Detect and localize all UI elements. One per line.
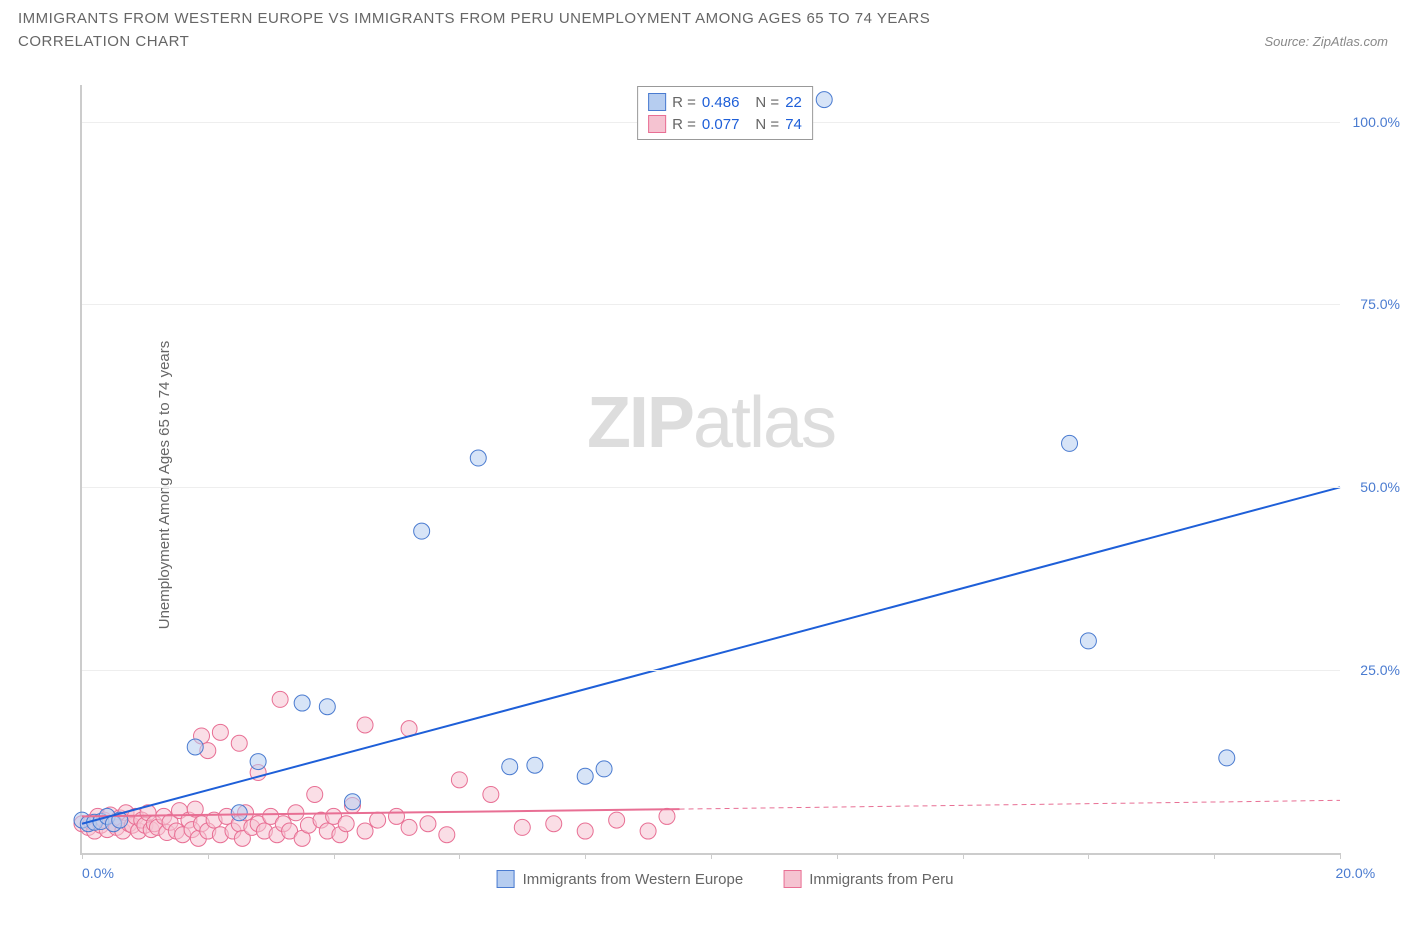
x-tick (963, 853, 964, 859)
scatter-point[interactable] (609, 812, 625, 828)
scatter-point[interactable] (212, 724, 228, 740)
scatter-point[interactable] (470, 450, 486, 466)
scatter-point[interactable] (640, 823, 656, 839)
x-tick (1088, 853, 1089, 859)
x-tick (1340, 853, 1341, 859)
scatter-point[interactable] (272, 691, 288, 707)
scatter-point[interactable] (357, 717, 373, 733)
grid-line (82, 304, 1340, 305)
legend-r-value: 0.077 (702, 116, 740, 133)
scatter-point[interactable] (527, 757, 543, 773)
scatter-point[interactable] (231, 805, 247, 821)
subtitle-row: CORRELATION CHART Source: ZipAtlas.com (18, 33, 1388, 50)
x-tick (208, 853, 209, 859)
scatter-point[interactable] (596, 761, 612, 777)
scatter-point[interactable] (414, 523, 430, 539)
scatter-point[interactable] (577, 823, 593, 839)
chart-subtitle: CORRELATION CHART (18, 33, 189, 50)
series-legend-label: Immigrants from Western Europe (523, 871, 744, 888)
grid-line (82, 487, 1340, 488)
scatter-point[interactable] (439, 827, 455, 843)
scatter-point[interactable] (307, 786, 323, 802)
chart-title: IMMIGRANTS FROM WESTERN EUROPE VS IMMIGR… (18, 10, 1388, 27)
legend-swatch (648, 115, 666, 133)
scatter-point[interactable] (577, 768, 593, 784)
chart-header: IMMIGRANTS FROM WESTERN EUROPE VS IMMIGR… (0, 0, 1406, 50)
x-tick (82, 853, 83, 859)
legend-r-label: R = (672, 94, 696, 111)
legend-n-value: 22 (785, 94, 802, 111)
chart-container: Unemployment Among Ages 65 to 74 years Z… (60, 80, 1390, 890)
plot-svg (82, 85, 1340, 853)
legend-r-value: 0.486 (702, 94, 740, 111)
scatter-point[interactable] (319, 699, 335, 715)
series-legend-item: Immigrants from Peru (783, 870, 953, 888)
correlation-legend: R = 0.486 N = 22 R = 0.077 N = 74 (637, 86, 813, 140)
x-tick-label-min: 0.0% (82, 865, 114, 881)
scatter-point[interactable] (294, 695, 310, 711)
x-tick (1214, 853, 1215, 859)
scatter-point[interactable] (231, 735, 247, 751)
scatter-point[interactable] (250, 754, 266, 770)
plot-area: ZIPatlas 25.0%50.0%75.0%100.0%0.0%20.0% (80, 85, 1340, 855)
trend-line (680, 800, 1340, 809)
legend-n-label: N = (755, 94, 779, 111)
scatter-point[interactable] (370, 812, 386, 828)
source-credit: Source: ZipAtlas.com (1264, 34, 1388, 49)
x-tick (334, 853, 335, 859)
scatter-point[interactable] (659, 808, 675, 824)
scatter-point[interactable] (1062, 435, 1078, 451)
grid-line (82, 670, 1340, 671)
scatter-point[interactable] (420, 816, 436, 832)
scatter-point[interactable] (389, 808, 405, 824)
series-legend: Immigrants from Western Europe Immigrants… (497, 870, 954, 888)
scatter-point[interactable] (357, 823, 373, 839)
legend-swatch (497, 870, 515, 888)
scatter-point[interactable] (546, 816, 562, 832)
legend-n-value: 74 (785, 116, 802, 133)
scatter-point[interactable] (451, 772, 467, 788)
legend-swatch (783, 870, 801, 888)
scatter-point[interactable] (483, 786, 499, 802)
correlation-legend-row: R = 0.486 N = 22 (648, 91, 802, 113)
scatter-point[interactable] (502, 759, 518, 775)
correlation-legend-row: R = 0.077 N = 74 (648, 113, 802, 135)
y-tick-label: 25.0% (1360, 662, 1400, 678)
y-tick-label: 50.0% (1360, 479, 1400, 495)
scatter-point[interactable] (1219, 750, 1235, 766)
scatter-point[interactable] (816, 92, 832, 108)
scatter-point[interactable] (187, 739, 203, 755)
scatter-point[interactable] (401, 819, 417, 835)
y-tick-label: 100.0% (1353, 114, 1400, 130)
x-tick (711, 853, 712, 859)
y-tick-label: 75.0% (1360, 296, 1400, 312)
x-tick (459, 853, 460, 859)
trend-line (82, 487, 1340, 823)
legend-n-label: N = (755, 116, 779, 133)
legend-swatch (648, 93, 666, 111)
legend-r-label: R = (672, 116, 696, 133)
x-tick (585, 853, 586, 859)
x-tick-label-max: 20.0% (1335, 865, 1375, 881)
scatter-point[interactable] (1080, 633, 1096, 649)
series-legend-label: Immigrants from Peru (809, 871, 953, 888)
series-legend-item: Immigrants from Western Europe (497, 870, 744, 888)
scatter-point[interactable] (344, 794, 360, 810)
x-tick (837, 853, 838, 859)
scatter-point[interactable] (514, 819, 530, 835)
scatter-point[interactable] (338, 816, 354, 832)
